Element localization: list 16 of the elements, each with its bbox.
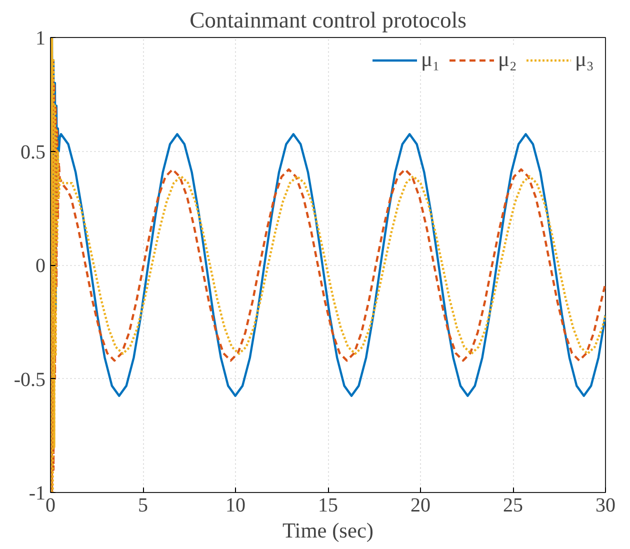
- y-tick-label: -1: [28, 482, 46, 504]
- y-tick-label: -0.5: [14, 368, 46, 391]
- chart-title: Containmant control protocols: [190, 8, 466, 32]
- y-tick-label: 1: [36, 28, 46, 50]
- y-tick-label: 0: [36, 255, 46, 277]
- legend-label: μ₃: [575, 47, 595, 72]
- x-tick-label: 10: [226, 494, 246, 516]
- x-tick-label: 5: [138, 494, 148, 516]
- x-tick-label: 15: [318, 494, 338, 516]
- x-tick-label: 30: [596, 494, 616, 516]
- legend-label: μ₂: [498, 47, 518, 72]
- x-tick-label: 20: [410, 494, 430, 516]
- legend-label: μ₁: [421, 47, 441, 72]
- x-axis-title: Time (sec): [282, 518, 374, 542]
- y-tick-label: 0.5: [20, 141, 46, 164]
- x-tick-label: 25: [503, 494, 523, 516]
